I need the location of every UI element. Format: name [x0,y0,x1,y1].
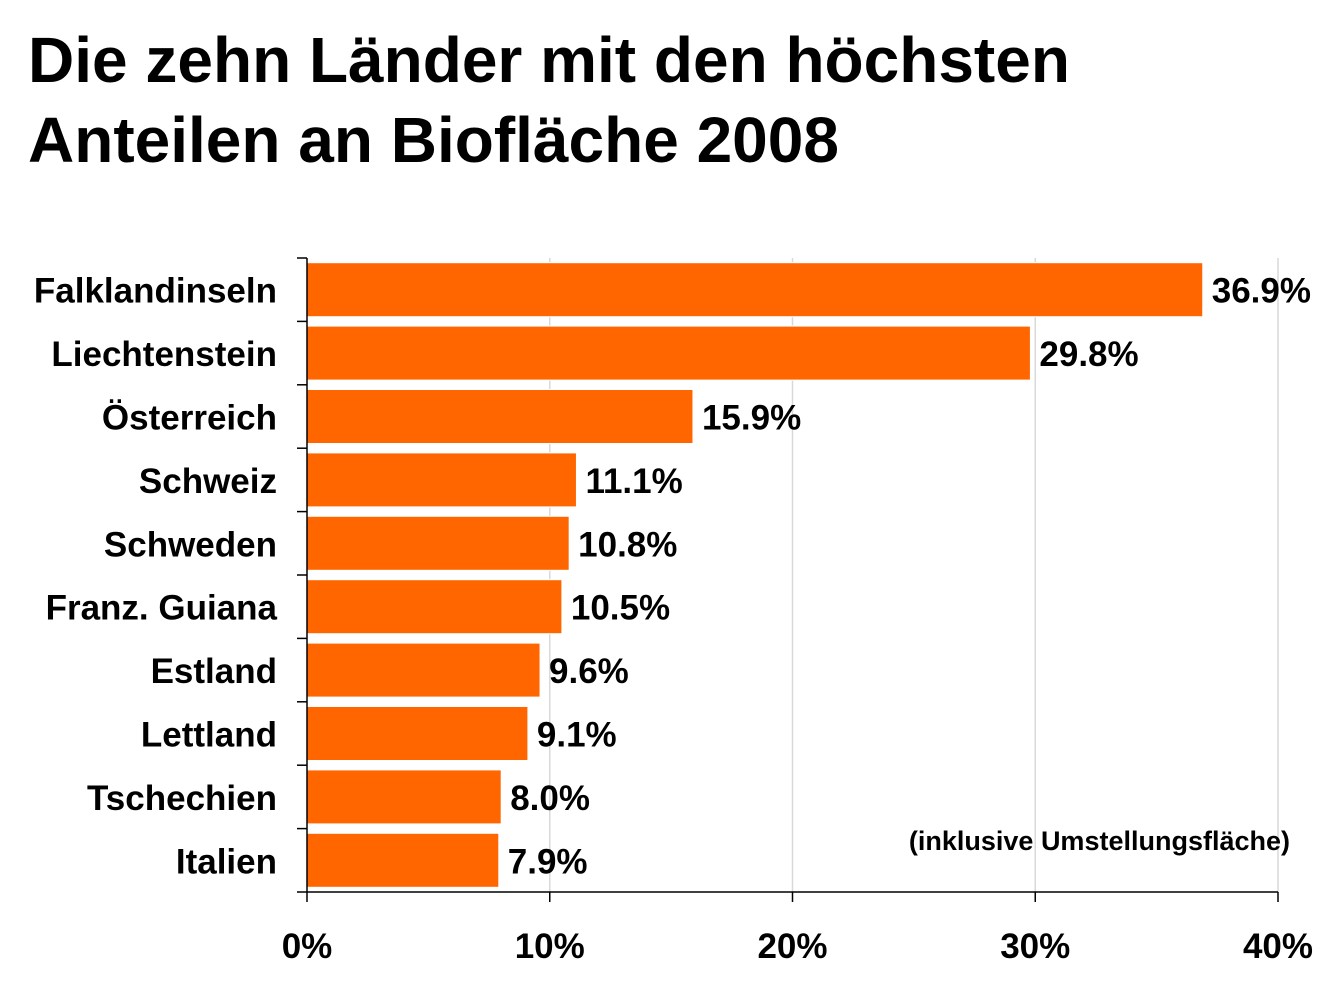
bar [306,579,563,635]
x-tick-label: 40% [1243,927,1313,966]
bar [306,642,541,698]
bar [306,325,1031,381]
value-label: 7.9% [508,842,588,881]
category-label: Schweden [104,525,277,564]
chart-title-line-2: Anteilen an Biofläche 2008 [28,104,839,176]
bar [306,832,500,888]
chart-title: Die zehn Länder mit den höchsten Anteile… [28,20,1308,180]
value-label: 8.0% [510,779,590,818]
category-label: Tschechien [87,779,277,818]
category-label: Italien [176,842,277,881]
value-label: 10.8% [578,525,677,564]
bar [306,515,570,571]
category-label: Liechtenstein [51,335,277,374]
category-label: Lettland [141,716,277,755]
category-label: Österreich [102,399,277,438]
x-tick-label: 10% [515,927,585,966]
category-label: Franz. Guiana [46,589,278,628]
category-label: Schweiz [139,462,277,501]
bar [306,389,694,444]
value-label: 9.1% [537,716,617,755]
value-label: 9.6% [549,652,629,691]
bars [306,262,1204,888]
value-label: 29.8% [1039,335,1138,374]
value-label: 10.5% [571,589,670,628]
value-label: 15.9% [702,399,801,438]
bar [306,769,502,825]
value-label: 11.1% [585,462,682,501]
value-label: 36.9% [1212,272,1311,311]
category-label: Falklandinseln [34,272,277,311]
x-tick-label: 30% [1000,927,1070,966]
x-tick-label: 20% [757,927,827,966]
chart-title-line-1: Die zehn Länder mit den höchsten [28,24,1070,96]
labels: 36.9% Falklandinseln 29.8% Liechtenstein 15.… [34,272,1313,966]
chart-annotation: (inklusive Umstellungsfläche) [909,826,1290,856]
bar [306,262,1204,318]
bar [306,706,529,761]
x-tick-label: 0% [282,927,333,966]
category-label: Estland [151,652,277,691]
axes [297,257,1279,902]
bar [306,452,577,508]
